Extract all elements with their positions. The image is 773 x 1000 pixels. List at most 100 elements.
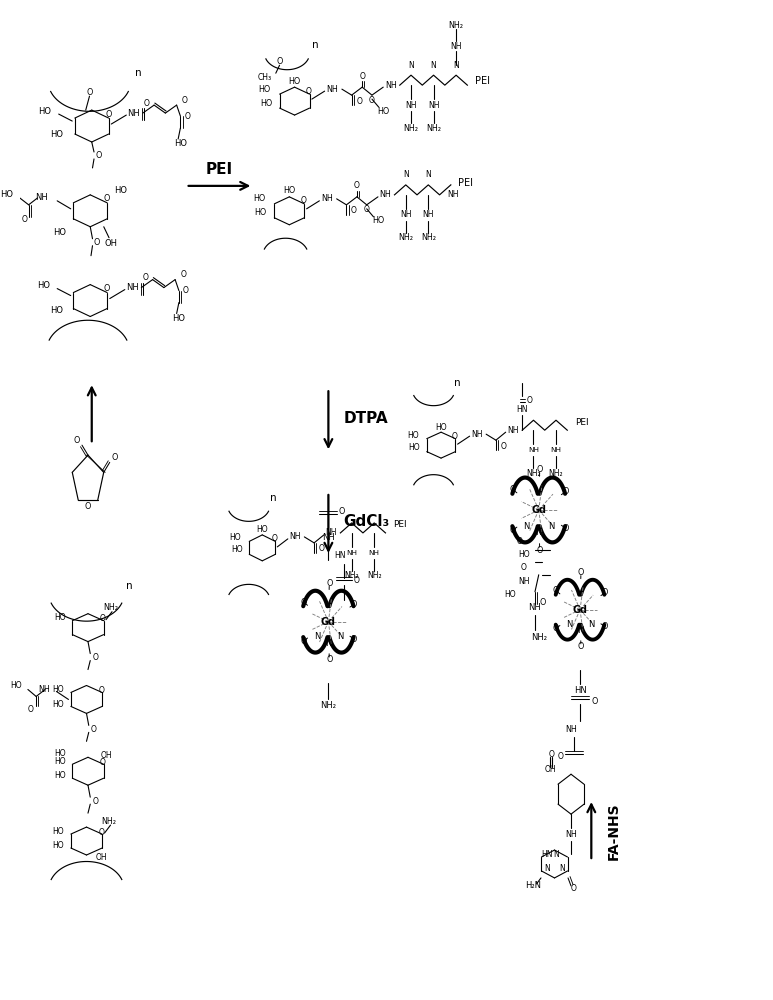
Text: O: O — [509, 485, 516, 494]
Text: NH₂: NH₂ — [320, 701, 336, 710]
Text: PEI: PEI — [206, 162, 233, 177]
Text: HN: HN — [541, 850, 553, 859]
Text: NH₂: NH₂ — [344, 571, 359, 580]
Text: O: O — [553, 586, 559, 595]
Text: HN: HN — [335, 551, 346, 560]
Text: NH: NH — [128, 109, 140, 118]
Text: O: O — [112, 453, 118, 462]
Text: NH: NH — [369, 550, 380, 556]
Text: HN: HN — [574, 686, 587, 695]
Text: OH: OH — [101, 751, 113, 760]
Text: O: O — [369, 96, 375, 105]
Text: O: O — [500, 442, 506, 451]
Text: O: O — [301, 637, 307, 646]
Text: NH₂: NH₂ — [367, 571, 382, 580]
Text: O: O — [182, 286, 189, 295]
Text: n: n — [271, 493, 277, 503]
Text: O: O — [517, 537, 523, 546]
Text: NH: NH — [405, 101, 417, 110]
Text: CH₃: CH₃ — [257, 73, 271, 82]
Text: O: O — [182, 96, 188, 105]
Text: NH: NH — [385, 81, 397, 90]
Text: HO: HO — [372, 216, 384, 225]
Text: O: O — [99, 828, 104, 837]
Text: O: O — [104, 194, 110, 203]
Text: O: O — [301, 196, 307, 205]
Text: O: O — [94, 238, 100, 247]
Text: NH: NH — [346, 550, 357, 556]
Text: O: O — [359, 72, 365, 81]
Text: NH: NH — [565, 725, 577, 734]
Text: PEI: PEI — [393, 520, 407, 529]
Text: N: N — [408, 61, 414, 70]
Text: O: O — [351, 600, 357, 609]
Text: O: O — [451, 432, 458, 441]
Text: NH₂: NH₂ — [404, 124, 418, 133]
Text: HO: HO — [50, 306, 63, 315]
Text: HO: HO — [54, 749, 66, 758]
Text: HO: HO — [53, 700, 64, 709]
Text: HO: HO — [53, 841, 64, 850]
Text: HO: HO — [114, 186, 128, 195]
Text: O: O — [563, 487, 569, 496]
Text: HO: HO — [174, 139, 187, 148]
Text: NH: NH — [518, 577, 530, 586]
Text: HO: HO — [38, 107, 51, 116]
Text: O: O — [93, 653, 98, 662]
Text: NH₂: NH₂ — [421, 233, 436, 242]
Text: HO: HO — [53, 685, 64, 694]
Text: FA-NHS: FA-NHS — [606, 802, 621, 860]
Text: N: N — [431, 61, 437, 70]
Text: N: N — [559, 864, 565, 873]
Text: O: O — [354, 576, 360, 585]
Text: N: N — [536, 528, 542, 537]
Text: NH₂: NH₂ — [531, 633, 547, 642]
Text: O: O — [536, 546, 543, 555]
Text: O: O — [277, 57, 283, 66]
Text: NH: NH — [528, 447, 539, 453]
Text: n: n — [135, 68, 141, 78]
Text: N: N — [337, 632, 343, 641]
Text: O: O — [100, 614, 106, 623]
Text: N: N — [425, 170, 431, 179]
Text: NH: NH — [380, 190, 391, 199]
Text: OH: OH — [96, 853, 107, 862]
Text: O: O — [28, 705, 34, 714]
Text: O: O — [570, 884, 576, 893]
Text: O: O — [99, 686, 104, 695]
Text: OH: OH — [105, 239, 117, 248]
Text: HO: HO — [36, 281, 49, 290]
Text: HO: HO — [50, 130, 63, 139]
Text: O: O — [180, 270, 186, 279]
Text: O: O — [509, 526, 516, 535]
Text: NH: NH — [565, 830, 577, 839]
Text: Gd: Gd — [573, 605, 587, 615]
Text: O: O — [540, 598, 546, 607]
Text: NH: NH — [423, 210, 434, 219]
Text: HO: HO — [53, 228, 66, 237]
Text: O: O — [339, 507, 345, 516]
Text: O: O — [184, 112, 190, 121]
Text: HO: HO — [518, 550, 530, 559]
Text: O: O — [577, 568, 584, 577]
Text: HO: HO — [230, 533, 241, 542]
Text: NH: NH — [400, 210, 411, 219]
Text: HO: HO — [408, 443, 420, 452]
Text: NH: NH — [325, 528, 337, 537]
Text: O: O — [592, 697, 598, 706]
Text: NH: NH — [448, 190, 459, 199]
Text: N: N — [547, 522, 554, 531]
Text: NH₂: NH₂ — [526, 469, 541, 478]
Text: O: O — [326, 579, 332, 588]
Text: O: O — [318, 544, 325, 553]
Text: O: O — [95, 151, 102, 160]
Text: O: O — [100, 758, 106, 767]
Text: O: O — [351, 206, 357, 215]
Text: N: N — [314, 632, 320, 641]
Text: O: O — [557, 752, 564, 761]
Text: DTPA: DTPA — [343, 411, 388, 426]
Text: Gd: Gd — [321, 617, 336, 627]
Text: NH: NH — [321, 194, 332, 203]
Text: PEI: PEI — [475, 76, 490, 86]
Text: O: O — [93, 797, 98, 806]
